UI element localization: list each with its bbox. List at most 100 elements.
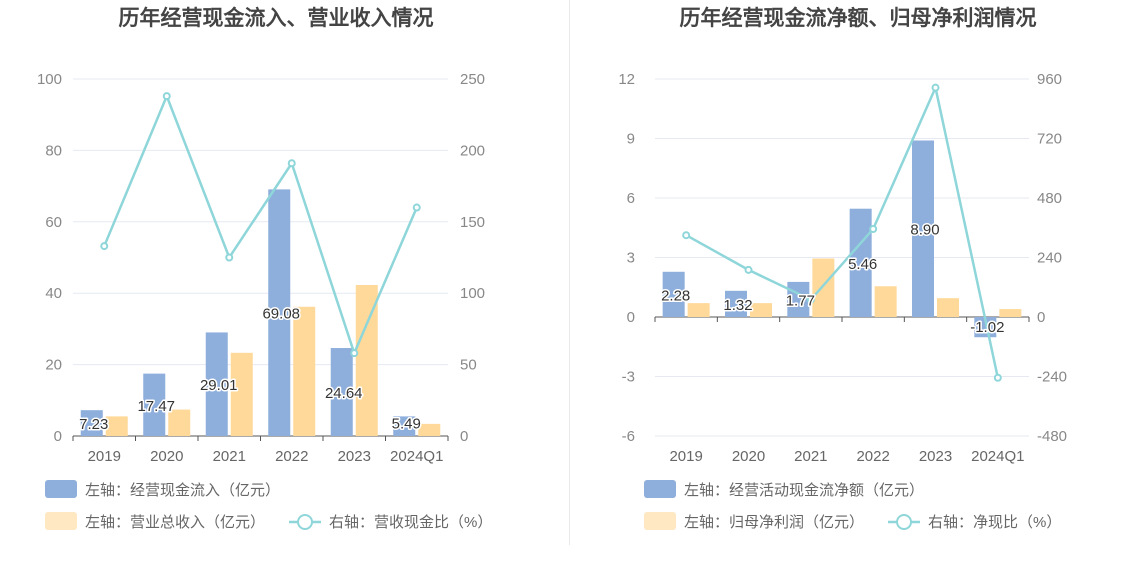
- line-point: [869, 224, 878, 233]
- right-axis-tick: 0: [460, 428, 468, 445]
- legend-swatch-secondary: [644, 512, 676, 530]
- left-axis-tick: 40: [45, 285, 62, 302]
- bar-primary: [143, 373, 166, 436]
- left-axis-tick: 0: [54, 428, 62, 445]
- line-point: [287, 159, 296, 168]
- left-axis-tick: -6: [622, 428, 635, 445]
- legend-label-primary: 左轴：经营现金流入（亿元）: [85, 482, 280, 499]
- bar-data-label: 7.23: [79, 416, 108, 433]
- line-point: [744, 265, 753, 274]
- bar-secondary: [874, 286, 897, 317]
- line-point: [682, 231, 691, 240]
- x-axis-tick-label: 2024Q1: [390, 448, 443, 465]
- line-point: [100, 242, 109, 251]
- bar-primary: [330, 348, 353, 436]
- bar-primary: [912, 140, 934, 317]
- left-axis-tick: 60: [45, 214, 62, 231]
- bar-data-label: 29.01: [200, 377, 238, 394]
- right-axis-tick: 480: [1037, 190, 1062, 207]
- bar-secondary: [168, 409, 191, 436]
- bar-primary: [205, 332, 228, 436]
- panel-divider: [569, 0, 570, 545]
- x-axis-tick-label: 2020: [150, 448, 183, 465]
- right-axis-tick: 250: [460, 71, 485, 88]
- bar-primary: [974, 317, 997, 338]
- bar-data-label: 5.49: [392, 415, 421, 432]
- right-axis-tick: -480: [1037, 428, 1067, 445]
- left-axis-tick: 80: [45, 142, 62, 159]
- bar-data-label: 17.47: [137, 398, 175, 415]
- line-point: [806, 295, 815, 304]
- bar-secondary: [750, 303, 772, 317]
- line-point: [993, 373, 1002, 382]
- bar-data-label: 69.08: [262, 306, 300, 323]
- line-point: [350, 349, 359, 358]
- chart-title: 历年经营现金流净额、归母净利润情况: [680, 6, 1037, 30]
- bar-secondary: [812, 258, 835, 317]
- left-axis-tick: 0: [627, 309, 635, 326]
- series-line: [103, 92, 418, 357]
- bar-secondary: [418, 423, 441, 436]
- bar-primary: [80, 410, 103, 436]
- bar-secondary: [230, 352, 253, 436]
- right-axis-tick: 720: [1037, 131, 1062, 148]
- bar-secondary: [105, 416, 128, 436]
- bar-primary: [725, 290, 747, 317]
- bar-secondary: [293, 306, 316, 436]
- left-axis-tick: 100: [37, 71, 62, 88]
- bar-primary: [393, 416, 416, 436]
- bar-data-label: 8.90: [910, 222, 939, 239]
- right-axis-tick: 150: [460, 214, 485, 231]
- x-axis-tick-label: 2024Q1: [971, 448, 1024, 465]
- x-axis-tick-label: 2019: [88, 448, 121, 465]
- line-point: [162, 92, 171, 101]
- chart-title: 历年经营现金流入、营业收入情况: [119, 6, 434, 30]
- chart-right-svg: 历年经营现金流净额、归母净利润情况 -6 -3 0 3 6 9 12 -480 -240 0 240 4…: [618, 6, 1067, 531]
- bar-data-label: 24.64: [325, 385, 363, 402]
- right-axis-tick: -240: [1037, 369, 1067, 386]
- chart-panel-right: 历年经营现金流净额、归母净利润情况 -6 -3 0 3 6 9 12 -480 -240 0 240 4…: [567, 0, 1134, 582]
- bar-data-label: 5.46: [848, 256, 877, 273]
- legend-line-marker: [896, 514, 913, 530]
- left-axis-tick: 9: [627, 131, 635, 148]
- line-point: [412, 203, 421, 212]
- bar-primary: [268, 189, 291, 436]
- bar-data-label: -1.02: [970, 319, 1004, 336]
- legend-swatch-primary: [644, 480, 676, 498]
- left-axis-tick: 3: [627, 250, 635, 267]
- x-axis-tick-label: 2022: [275, 448, 308, 465]
- legend-label-secondary: 左轴：营业总收入（亿元）: [85, 514, 265, 531]
- x-axis-tick-label: 2022: [856, 448, 889, 465]
- bar-secondary: [687, 303, 710, 317]
- right-axis-tick: 100: [460, 285, 485, 302]
- x-axis-tick-label: 2021: [213, 448, 246, 465]
- legend-swatch-primary: [45, 480, 77, 498]
- bar-secondary: [999, 309, 1022, 317]
- legend-line-marker: [297, 514, 314, 530]
- series-line: [685, 83, 1000, 379]
- bar-secondary: [937, 298, 959, 317]
- left-axis-tick: 12: [618, 71, 635, 88]
- right-axis-tick: 200: [460, 142, 485, 159]
- x-axis-tick-label: 2023: [338, 448, 371, 465]
- bar-secondary: [355, 284, 378, 436]
- bar-primary: [662, 271, 685, 317]
- left-axis-tick: 6: [627, 190, 635, 207]
- left-axis-tick: 20: [45, 357, 62, 374]
- bar-data-label: 2.28: [661, 287, 690, 304]
- x-axis-tick-label: 2021: [794, 448, 827, 465]
- bar-data-label: 1.32: [723, 297, 752, 314]
- chart-panel-left: 历年经营现金流入、营业收入情况 0 20 40 60 80 100 0 50 100 150 200 2…: [37, 6, 492, 531]
- legend-label-secondary: 左轴：归母净利润（亿元）: [684, 514, 864, 531]
- right-axis-tick: 960: [1037, 71, 1062, 88]
- right-axis-tick: 240: [1037, 250, 1062, 267]
- x-axis-tick-label: 2020: [732, 448, 765, 465]
- x-axis-tick-label: 2019: [669, 448, 702, 465]
- line-point: [931, 83, 940, 92]
- right-axis-tick: 0: [1037, 309, 1045, 326]
- chart-left-svg: 历年经营现金流入、营业收入情况 0 20 40 60 80 100 0 50 100 150 200 2…: [37, 6, 492, 531]
- left-axis-tick: -3: [622, 369, 635, 386]
- x-axis-tick-label: 2023: [919, 448, 952, 465]
- legend-label-line: 右轴：营收现金比（%）: [329, 514, 492, 531]
- right-axis-tick: 50: [460, 357, 477, 374]
